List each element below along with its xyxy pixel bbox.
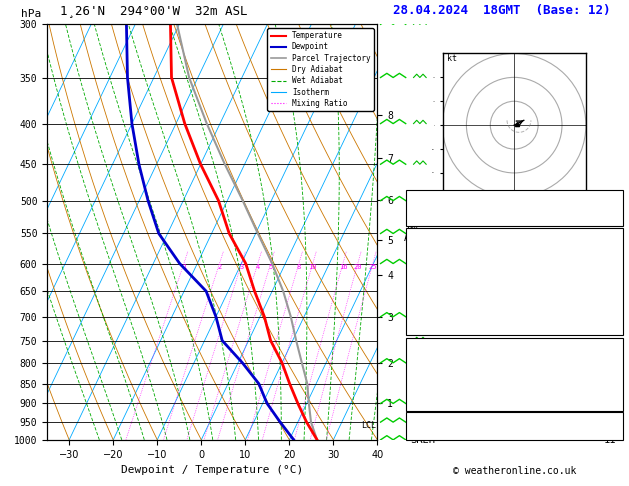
Text: 20: 20 [353, 263, 362, 270]
Text: CAPE (J): CAPE (J) [411, 301, 460, 312]
Text: θε(K): θε(K) [411, 272, 442, 282]
Text: hPa: hPa [21, 9, 41, 19]
Text: CAPE (J): CAPE (J) [411, 393, 460, 403]
Text: 1: 1 [182, 263, 186, 270]
Text: 10: 10 [308, 263, 317, 270]
Text: PW (cm): PW (cm) [411, 216, 455, 226]
Text: Lifted Index: Lifted Index [411, 287, 486, 297]
Text: 344: 344 [598, 366, 616, 376]
Text: Lifted Index: Lifted Index [411, 380, 486, 390]
Text: -1: -1 [604, 287, 616, 297]
Text: 580: 580 [598, 301, 616, 312]
Text: 26.3: 26.3 [591, 243, 616, 253]
Text: © weatheronline.co.uk: © weatheronline.co.uk [452, 466, 576, 476]
X-axis label: Dewpoint / Temperature (°C): Dewpoint / Temperature (°C) [121, 465, 303, 475]
Text: -1: -1 [604, 380, 616, 390]
Text: 580: 580 [598, 393, 616, 403]
Text: CIN (J): CIN (J) [411, 316, 455, 326]
Text: 24: 24 [604, 192, 616, 202]
Text: Pressure (mb): Pressure (mb) [411, 352, 492, 363]
Text: LCL: LCL [361, 420, 376, 430]
Text: 28.04.2024  18GMT  (Base: 12): 28.04.2024 18GMT (Base: 12) [393, 4, 611, 17]
Text: Surface: Surface [493, 231, 536, 241]
Text: 8: 8 [297, 263, 301, 270]
Text: 16: 16 [338, 263, 347, 270]
Text: 344: 344 [598, 272, 616, 282]
Text: 1¸26'N  294°00'W  32m ASL: 1¸26'N 294°00'W 32m ASL [60, 4, 247, 17]
Text: 2: 2 [610, 424, 616, 434]
Text: Dewp (°C): Dewp (°C) [411, 258, 467, 268]
Legend: Temperature, Dewpoint, Parcel Trajectory, Dry Adiabat, Wet Adiabat, Isotherm, Mi: Temperature, Dewpoint, Parcel Trajectory… [267, 28, 374, 111]
Text: θε (K): θε (K) [411, 366, 448, 376]
Text: 4: 4 [255, 263, 260, 270]
Text: CIN (J): CIN (J) [411, 407, 455, 417]
Text: 2: 2 [218, 263, 221, 270]
Text: 5: 5 [269, 263, 273, 270]
Text: Most Unstable: Most Unstable [474, 340, 555, 350]
Text: 3: 3 [240, 263, 243, 270]
Text: Totals Totals: Totals Totals [411, 204, 492, 214]
Text: 37: 37 [604, 204, 616, 214]
Text: 11: 11 [604, 435, 616, 446]
Text: 1010: 1010 [591, 352, 616, 363]
Text: EH: EH [411, 424, 423, 434]
Text: kt: kt [447, 53, 457, 63]
Text: 0: 0 [610, 316, 616, 326]
Y-axis label: km
ASL: km ASL [404, 221, 421, 243]
Text: Temp (°C): Temp (°C) [411, 243, 467, 253]
Text: K: K [411, 192, 417, 202]
Text: 25: 25 [369, 263, 377, 270]
Text: 21: 21 [604, 258, 616, 268]
Text: 0: 0 [610, 407, 616, 417]
Text: SREH: SREH [411, 435, 436, 446]
Text: Hodograph: Hodograph [486, 415, 542, 425]
Text: 4.12: 4.12 [591, 216, 616, 226]
